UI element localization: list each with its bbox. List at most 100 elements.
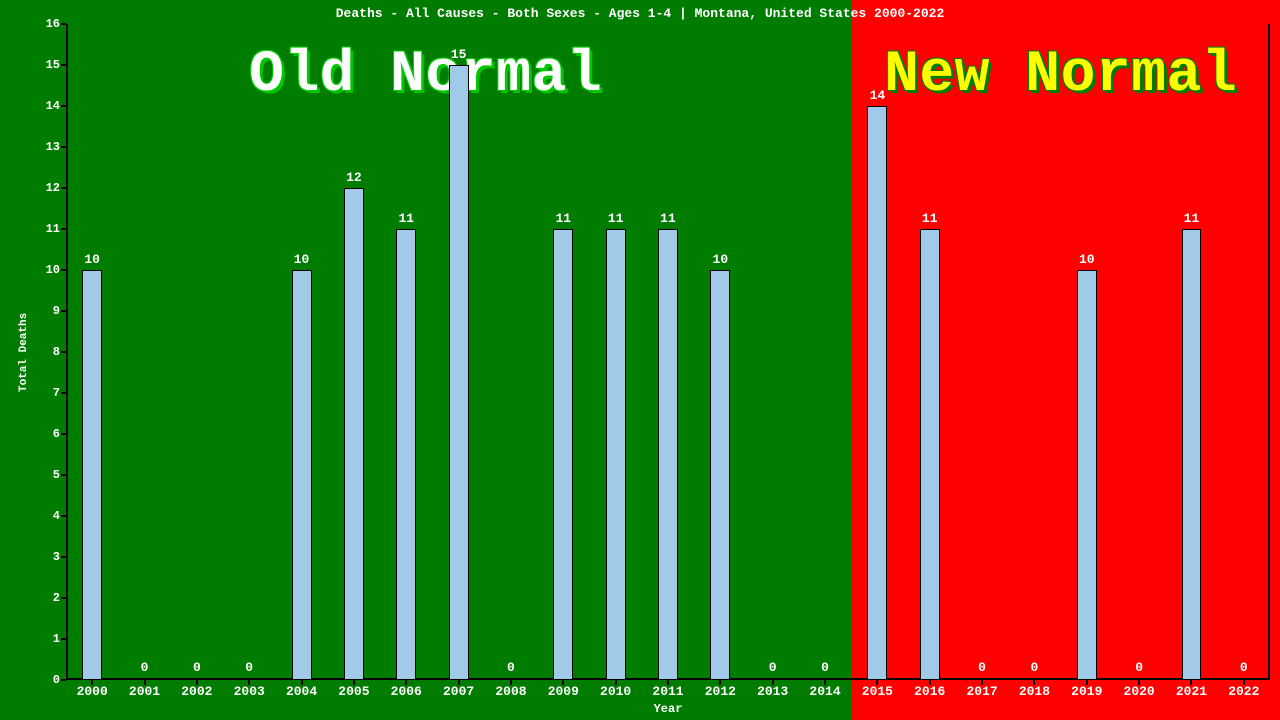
y-tick <box>61 228 66 230</box>
bar-value-label: 0 <box>193 660 201 675</box>
bar: 11 <box>920 229 940 680</box>
y-tick-label: 3 <box>53 550 60 564</box>
bar-value-label: 10 <box>294 252 310 267</box>
bar: 10 <box>1077 270 1097 680</box>
x-tick-label: 2016 <box>914 684 945 699</box>
y-tick <box>61 474 66 476</box>
bar-value-label: 0 <box>769 660 777 675</box>
y-tick <box>61 105 66 107</box>
y-tick <box>61 310 66 312</box>
bar: 14 <box>867 106 887 680</box>
x-tick-label: 2019 <box>1071 684 1102 699</box>
bar-value-label: 11 <box>922 211 938 226</box>
y-tick <box>61 23 66 25</box>
y-tick <box>61 146 66 148</box>
bar-value-label: 0 <box>245 660 253 675</box>
bar: 10 <box>82 270 102 680</box>
y-axis-line-right <box>1268 24 1270 680</box>
bar-value-label: 0 <box>1240 660 1248 675</box>
plot-area: 0123456789101112131415161020000200102002… <box>66 24 1270 680</box>
x-tick-label: 2003 <box>234 684 265 699</box>
chart-root: Deaths - All Causes - Both Sexes - Ages … <box>0 0 1280 720</box>
y-tick <box>61 556 66 558</box>
x-tick-label: 2000 <box>77 684 108 699</box>
y-tick <box>61 433 66 435</box>
bar-value-label: 11 <box>660 211 676 226</box>
bar-value-label: 11 <box>555 211 571 226</box>
bar-value-label: 11 <box>608 211 624 226</box>
y-tick-label: 11 <box>46 222 60 236</box>
chart-title: Deaths - All Causes - Both Sexes - Ages … <box>0 6 1280 21</box>
y-tick-label: 2 <box>53 591 60 605</box>
bar: 10 <box>292 270 312 680</box>
bar: 11 <box>1182 229 1202 680</box>
y-tick-label: 9 <box>53 304 60 318</box>
x-tick-label: 2004 <box>286 684 317 699</box>
bar: 10 <box>710 270 730 680</box>
bar-value-label: 11 <box>398 211 414 226</box>
x-tick-label: 2012 <box>705 684 736 699</box>
y-tick <box>61 392 66 394</box>
y-tick-label: 0 <box>53 673 60 687</box>
y-tick <box>61 515 66 517</box>
y-tick-label: 4 <box>53 509 60 523</box>
bar: 11 <box>658 229 678 680</box>
x-tick-label: 2011 <box>652 684 683 699</box>
x-tick-label: 2017 <box>966 684 997 699</box>
bar-value-label: 0 <box>507 660 515 675</box>
y-tick-label: 1 <box>53 632 60 646</box>
x-tick-label: 2001 <box>129 684 160 699</box>
y-tick <box>61 64 66 66</box>
x-tick-label: 2005 <box>338 684 369 699</box>
bar-value-label: 10 <box>713 252 729 267</box>
bar-value-label: 0 <box>141 660 149 675</box>
bar-value-label: 10 <box>1079 252 1095 267</box>
bar: 12 <box>344 188 364 680</box>
x-tick-label: 2007 <box>443 684 474 699</box>
x-tick-label: 2014 <box>809 684 840 699</box>
y-axis-line <box>66 24 68 680</box>
x-tick-label: 2002 <box>181 684 212 699</box>
y-tick-label: 16 <box>46 17 60 31</box>
y-tick <box>61 187 66 189</box>
bar-value-label: 0 <box>1135 660 1143 675</box>
bar-value-label: 0 <box>1031 660 1039 675</box>
y-tick-label: 13 <box>46 140 60 154</box>
x-tick-label: 2013 <box>757 684 788 699</box>
bar: 11 <box>396 229 416 680</box>
y-tick-label: 7 <box>53 386 60 400</box>
bar-value-label: 0 <box>821 660 829 675</box>
bar-value-label: 15 <box>451 47 467 62</box>
bar: 11 <box>606 229 626 680</box>
x-tick-label: 2006 <box>391 684 422 699</box>
y-tick-label: 6 <box>53 427 60 441</box>
x-tick-label: 2008 <box>495 684 526 699</box>
y-tick-label: 14 <box>46 99 60 113</box>
bar: 11 <box>553 229 573 680</box>
bar-value-label: 11 <box>1184 211 1200 226</box>
x-axis-title: Year <box>66 702 1270 716</box>
y-tick-label: 5 <box>53 468 60 482</box>
x-tick-label: 2020 <box>1124 684 1155 699</box>
y-tick <box>61 269 66 271</box>
y-tick-label: 15 <box>46 58 60 72</box>
x-tick-label: 2022 <box>1228 684 1259 699</box>
y-tick-label: 12 <box>46 181 60 195</box>
x-tick-label: 2015 <box>862 684 893 699</box>
bar-value-label: 14 <box>870 88 886 103</box>
bar: 15 <box>449 65 469 680</box>
bar-value-label: 0 <box>978 660 986 675</box>
x-tick-label: 2009 <box>548 684 579 699</box>
y-tick <box>61 638 66 640</box>
y-tick-label: 10 <box>46 263 60 277</box>
x-tick-label: 2018 <box>1019 684 1050 699</box>
x-tick-label: 2021 <box>1176 684 1207 699</box>
y-tick <box>61 597 66 599</box>
y-tick <box>61 351 66 353</box>
y-tick-label: 8 <box>53 345 60 359</box>
bar-value-label: 12 <box>346 170 362 185</box>
bar-value-label: 10 <box>84 252 100 267</box>
y-tick <box>61 679 66 681</box>
y-axis-title: Total Deaths <box>18 313 30 392</box>
x-tick-label: 2010 <box>600 684 631 699</box>
